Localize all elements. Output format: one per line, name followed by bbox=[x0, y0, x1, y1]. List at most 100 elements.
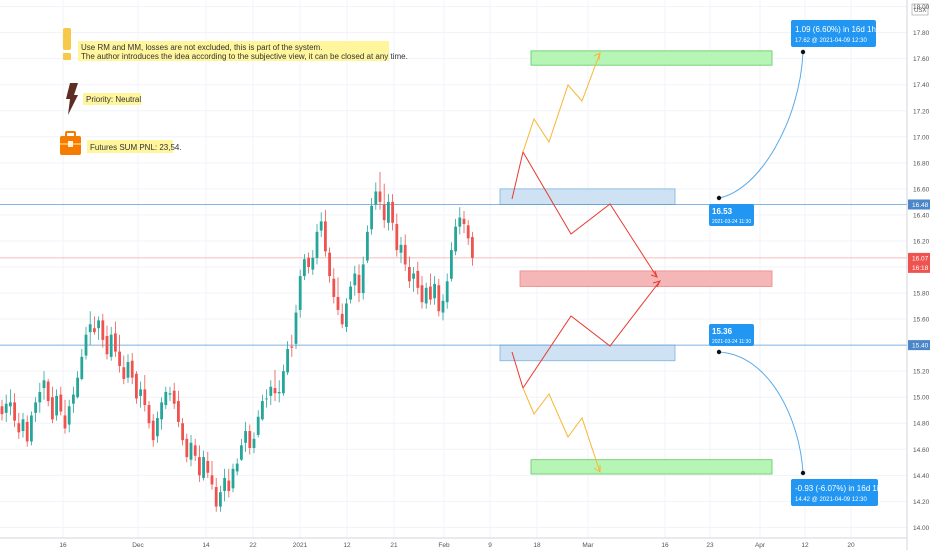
candle bbox=[177, 390, 180, 428]
callout-target-up[interactable]: 1.09 (6.60%) in 16d 1h 17.62 @ 2021-04-0… bbox=[791, 20, 876, 47]
green-zone[interactable] bbox=[530, 459, 773, 475]
red-path-top bbox=[511, 150, 658, 278]
time-tick-label: 12 bbox=[801, 542, 809, 549]
candle bbox=[256, 410, 260, 438]
candle bbox=[340, 303, 344, 329]
candle bbox=[332, 268, 336, 304]
arc-point-17-62[interactable] bbox=[800, 49, 806, 55]
candle bbox=[378, 171, 382, 210]
candle bbox=[63, 399, 67, 434]
price-tick-label: 14.20 bbox=[913, 499, 930, 506]
price-tick-label: 18.00 bbox=[913, 4, 930, 11]
candle bbox=[298, 269, 302, 318]
candle bbox=[67, 399, 71, 433]
blue-zone[interactable] bbox=[499, 188, 676, 205]
candle bbox=[277, 380, 281, 403]
projection-arc-up bbox=[718, 51, 804, 199]
candle bbox=[55, 389, 58, 421]
candle bbox=[9, 389, 12, 416]
currency-label: USX bbox=[914, 8, 926, 14]
time-tick-label: 16 bbox=[661, 542, 669, 549]
candle bbox=[72, 386, 75, 413]
candle bbox=[403, 234, 407, 271]
arc-point-16-53[interactable] bbox=[716, 195, 722, 201]
candle bbox=[214, 477, 218, 512]
candle bbox=[202, 450, 205, 481]
candle bbox=[139, 381, 142, 408]
candle bbox=[294, 304, 298, 350]
callout-16-53[interactable]: 16.53 2021-03-24 11:30 bbox=[709, 204, 754, 226]
arc-point-15-36[interactable] bbox=[716, 349, 722, 355]
price-tick-label: 16.60 bbox=[913, 186, 930, 193]
candle bbox=[458, 207, 462, 235]
callout-detail: 14.42 @ 2021-04-09 12:30 bbox=[795, 497, 867, 503]
time-tick-label: Dec bbox=[132, 542, 144, 549]
disclaimer-line-2: The author introduces the idea according… bbox=[81, 52, 408, 61]
candle bbox=[269, 380, 273, 406]
candle bbox=[374, 182, 378, 210]
callout-15-36[interactable]: 15.36 2021-03-24 11:30 bbox=[709, 324, 754, 346]
orange-path-top bbox=[522, 52, 601, 153]
candle bbox=[76, 371, 79, 399]
candle bbox=[437, 278, 441, 317]
candle bbox=[366, 225, 369, 264]
time-axis: 16 Dec 14 22 2021 12 21 Feb 9 18 Mar 16 23 Apr 12 20 bbox=[0, 537, 907, 549]
green-zone[interactable] bbox=[530, 50, 773, 66]
gridlines bbox=[0, 0, 907, 538]
level-price-label: 16.48 bbox=[908, 199, 930, 210]
time-tick-labels: 16 Dec 14 22 2021 12 21 Feb 9 18 Mar 16 23 Apr 12 20 bbox=[59, 542, 855, 549]
price-axis: USX 14.00 14.20 14.40 14.60 14.80 15.00 15.20 1… bbox=[906, 0, 932, 550]
red-zone[interactable] bbox=[519, 270, 773, 287]
pnl-box bbox=[87, 140, 173, 153]
disclaimer-box bbox=[78, 41, 389, 61]
candle bbox=[223, 468, 226, 502]
candle bbox=[315, 224, 319, 265]
price-tick-label: 15.20 bbox=[913, 369, 930, 376]
candle bbox=[412, 267, 415, 292]
candle bbox=[261, 394, 264, 421]
candle bbox=[454, 218, 457, 256]
time-tick-label: Feb bbox=[438, 542, 450, 549]
candle bbox=[416, 261, 420, 295]
candle bbox=[420, 276, 424, 309]
candle bbox=[391, 194, 394, 231]
candle bbox=[42, 371, 46, 400]
candle bbox=[345, 298, 348, 333]
current-price-label: 16.07 16:18 bbox=[908, 252, 930, 273]
arc-point-14-42[interactable] bbox=[800, 470, 806, 476]
candle bbox=[429, 273, 432, 305]
blue-zone[interactable] bbox=[499, 344, 676, 362]
orange-path-bottom bbox=[522, 387, 601, 473]
time-tick-label: 12 bbox=[343, 542, 351, 549]
level-price-label: 15.40 bbox=[908, 340, 930, 351]
price-tick-label: 16.40 bbox=[913, 212, 930, 219]
candle bbox=[181, 418, 184, 446]
time-tick-label: 9 bbox=[488, 542, 492, 549]
candle bbox=[164, 386, 168, 409]
candle bbox=[462, 211, 466, 234]
price-tick-label: 17.40 bbox=[913, 82, 930, 89]
candle bbox=[382, 183, 386, 228]
candle bbox=[361, 256, 365, 300]
candle bbox=[4, 394, 8, 422]
candle bbox=[311, 250, 315, 275]
callout-value: 16.53 bbox=[712, 207, 733, 216]
notes: Use RM and MM, losses are not excluded, … bbox=[60, 28, 408, 155]
price-tick-label: 17.60 bbox=[913, 56, 930, 63]
candle bbox=[282, 364, 285, 396]
price-tick-label: 17.80 bbox=[913, 30, 930, 37]
candle bbox=[160, 397, 163, 430]
callout-target-down[interactable]: -0.93 (-6.07%) in 16d 1h 14.42 @ 2021-04… bbox=[791, 479, 881, 506]
svg-text:16.48: 16.48 bbox=[912, 202, 929, 209]
candle bbox=[25, 415, 29, 447]
callout-detail: 17.62 @ 2021-04-09 12:30 bbox=[795, 38, 867, 44]
candle bbox=[395, 213, 399, 257]
price-tick-label: 14.00 bbox=[913, 525, 930, 532]
priority-label: Priority: Neutral bbox=[86, 95, 141, 104]
candle bbox=[387, 194, 390, 231]
callout-date: 2021-03-24 11:30 bbox=[712, 339, 751, 345]
candle bbox=[349, 281, 352, 304]
candle bbox=[51, 386, 54, 424]
